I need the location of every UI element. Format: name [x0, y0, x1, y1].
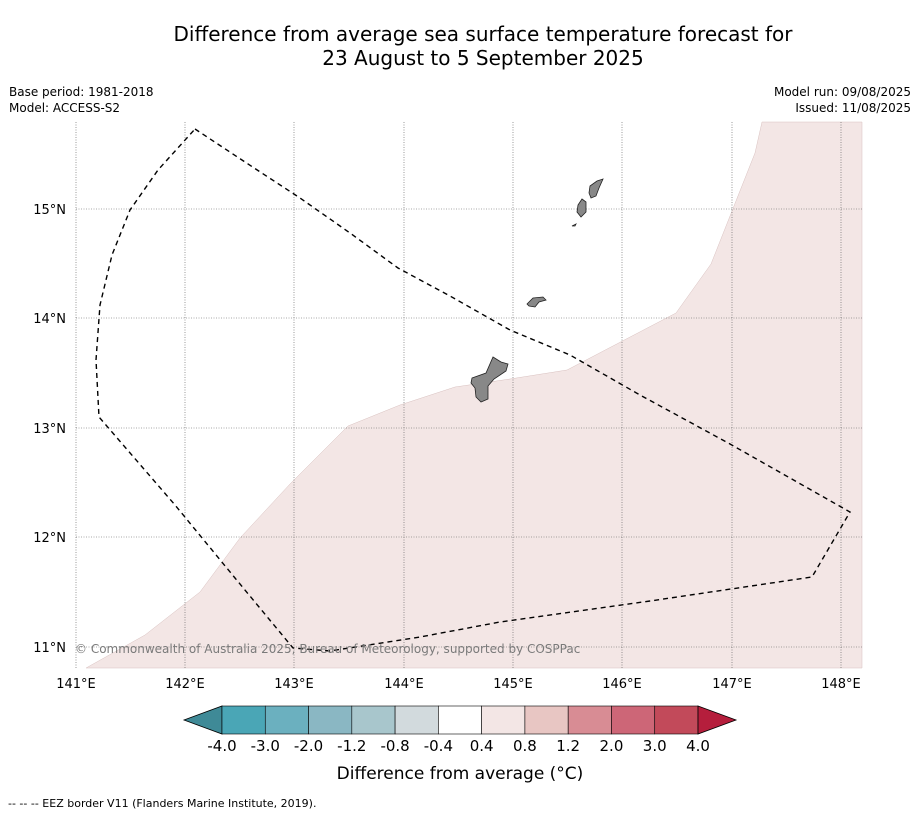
lat-label-13: 13°N	[33, 422, 66, 437]
lon-label-143: 143°E	[274, 677, 314, 692]
island-tinian	[576, 198, 587, 218]
lon-label-145: 145°E	[493, 677, 533, 692]
colorbar-tick-label: 3.0	[643, 737, 667, 755]
lon-label-141: 141°E	[56, 677, 96, 692]
island-guam	[470, 356, 509, 403]
colorbar-cell	[394, 705, 439, 735]
lat-label-12: 12°N	[33, 531, 66, 546]
colorbar-cell	[308, 705, 353, 735]
colorbar-extend-high	[697, 705, 738, 735]
colorbar-cell	[654, 705, 699, 735]
colorbar-tick-label: 1.2	[556, 737, 580, 755]
island-rota	[526, 296, 547, 308]
map-title-line2: 23 August to 5 September 2025	[322, 46, 644, 70]
meta-right: Model run: 09/08/2025 Issued: 11/08/2025	[774, 84, 911, 116]
lon-label-147: 147°E	[712, 677, 752, 692]
colorbar-tick-label: -0.8	[380, 737, 409, 755]
colorbar-tick-label: 0.8	[513, 737, 537, 755]
colorbar-cell	[351, 705, 396, 735]
colorbar-cell	[567, 705, 612, 735]
meta-left: Base period: 1981-2018 Model: ACCESS-S2	[9, 84, 154, 116]
colorbar-cell	[264, 705, 309, 735]
island-saipan	[588, 178, 604, 199]
map-title-line1: Difference from average sea surface temp…	[173, 22, 793, 46]
lon-label-144: 144°E	[384, 677, 424, 692]
lon-label-146: 146°E	[602, 677, 642, 692]
colorbar-cell	[524, 705, 569, 735]
colorbar-tick-label: -3.0	[251, 737, 280, 755]
colorbar-tick-label: 4.0	[686, 737, 710, 755]
colorbar: -4.0 -3.0 -2.0 -1.2 -0.8 -0.4 0.4 0.8 1.2 2.0 3.0 4…	[182, 705, 738, 755]
colorbar-title: Difference from average (°C)	[336, 764, 584, 784]
lat-label-11: 11°N	[33, 641, 66, 656]
eez-border	[95, 128, 851, 652]
model-name: Model: ACCESS-S2	[9, 101, 121, 115]
lon-label-142: 142°E	[165, 677, 205, 692]
islands	[470, 178, 604, 403]
graticule	[75, 122, 862, 668]
eez-legend-footer: -- -- -- EEZ border V11 (Flanders Marine…	[8, 797, 317, 810]
issued-date: Issued: 11/08/2025	[795, 101, 911, 115]
colorbar-tick-label: -2.0	[294, 737, 323, 755]
colorbar-cell	[481, 705, 526, 735]
map-title: Difference from average sea surface temp…	[60, 22, 906, 70]
lat-label-14: 14°N	[33, 312, 66, 327]
colorbar-tick-label: 0.4	[470, 737, 494, 755]
colorbar-cell	[611, 705, 656, 735]
lon-labels: 141°E 142°E 143°E 144°E 145°E 146°E 147°…	[56, 677, 861, 692]
colorbar-ticks: -4.0 -3.0 -2.0 -1.2 -0.8 -0.4 0.4 0.8 1.2 2.0 3.0 4…	[207, 737, 710, 755]
colorbar-cells	[221, 705, 699, 735]
colorbar-cell	[221, 705, 266, 735]
colorbar-extend-low	[182, 705, 223, 735]
lat-labels: 15°N 14°N 13°N 12°N 11°N	[33, 203, 66, 656]
colorbar-tick-label: -4.0	[207, 737, 236, 755]
colorbar-tick-label: 2.0	[600, 737, 624, 755]
base-period: Base period: 1981-2018	[9, 85, 154, 99]
colorbar-cell	[438, 705, 482, 735]
lon-label-148: 148°E	[821, 677, 861, 692]
colorbar-tick-label: -1.2	[337, 737, 366, 755]
island-aguijan	[571, 223, 577, 227]
copyright-note: © Commonwealth of Australia 2025, Bureau…	[75, 642, 580, 656]
model-run: Model run: 09/08/2025	[773, 85, 911, 99]
lat-label-15: 15°N	[33, 203, 66, 218]
colorbar-tick-label: -0.4	[424, 737, 453, 755]
anomaly-region	[85, 121, 863, 669]
